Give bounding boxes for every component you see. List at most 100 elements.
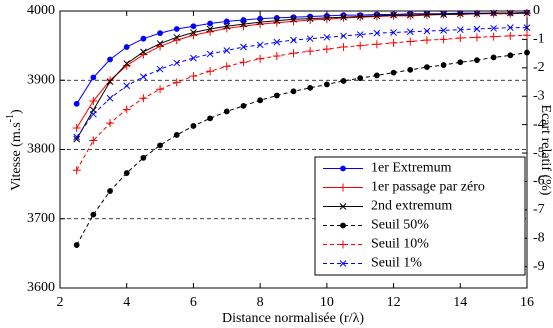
point (90, 211, 97, 218)
point (289, 49, 298, 58)
point (206, 50, 214, 58)
point (290, 88, 297, 95)
point (406, 11, 414, 19)
point (340, 78, 347, 84)
point (322, 15, 331, 24)
point (256, 18, 264, 26)
point (73, 135, 81, 143)
point (339, 203, 347, 210)
y2-tick-label: -5 (533, 145, 545, 160)
point (439, 35, 448, 44)
point (524, 49, 530, 56)
legend-marker (340, 165, 346, 172)
x-tick-label: 16 (520, 295, 534, 310)
legend-marker (339, 260, 347, 267)
x-tick-label: 14 (453, 295, 467, 310)
x-axis-label: Distance normalisée (r/λ) (222, 311, 364, 326)
legend-box (314, 156, 526, 276)
y2-tick-label: -4 (533, 117, 545, 132)
point (340, 32, 347, 40)
y2-tick-label: -2 (533, 60, 545, 75)
point (506, 24, 514, 31)
point (89, 136, 98, 145)
point (490, 9, 497, 17)
y2-axis-label: Ecart relatif (%) (538, 105, 553, 196)
point (240, 43, 247, 51)
point (306, 15, 314, 22)
point (173, 26, 180, 32)
point (373, 29, 381, 37)
point (157, 30, 163, 37)
y2-tick-label: 0 (533, 3, 540, 18)
point (140, 35, 147, 42)
point (456, 10, 464, 18)
y-tick-label: 3800 (27, 142, 55, 157)
point (106, 76, 115, 85)
point (190, 29, 197, 36)
point (273, 17, 281, 25)
point (340, 165, 346, 172)
y-axis-label: Vitesse (m.s-1) (5, 109, 24, 191)
point (107, 56, 113, 63)
point (307, 84, 314, 91)
point (122, 105, 131, 114)
point (389, 38, 398, 47)
legend-marker (340, 222, 346, 229)
point (273, 38, 281, 46)
point (123, 82, 131, 90)
series-line (76, 52, 528, 246)
point (440, 62, 447, 68)
point (156, 40, 164, 47)
y-tick-label: 3600 (27, 280, 55, 295)
point (223, 47, 231, 54)
point (72, 166, 81, 175)
point (173, 132, 180, 138)
point (473, 25, 481, 33)
point (390, 69, 397, 76)
point (339, 183, 347, 192)
point (456, 34, 465, 43)
point (140, 48, 147, 56)
legend-label: 1er passage par zéro (371, 180, 485, 195)
legend-label: Seuil 50% (371, 218, 429, 233)
point (123, 44, 130, 50)
point (173, 33, 181, 41)
point (340, 13, 347, 21)
point (106, 119, 115, 128)
y2-tick-label: -3 (533, 88, 545, 103)
x-tick-label: 10 (320, 295, 334, 310)
legend-label: Seuil 10% (371, 237, 429, 252)
point (123, 170, 130, 176)
point (339, 260, 347, 267)
point (523, 24, 531, 31)
series-line (76, 27, 527, 138)
y2-tick-label: -1 (533, 32, 545, 47)
point (257, 97, 264, 104)
x-tick-label: 12 (387, 295, 401, 310)
point (440, 27, 447, 34)
point (456, 26, 464, 34)
point (157, 142, 163, 149)
point (156, 85, 165, 94)
y2-tick-label: -7 (533, 202, 545, 217)
point (489, 32, 498, 41)
legend-marker (339, 203, 347, 210)
legend-label: Seuil 1% (371, 256, 422, 271)
point (323, 81, 330, 88)
point (357, 75, 364, 82)
y2-tick-label: -9 (533, 259, 545, 274)
point (323, 33, 331, 41)
point (390, 29, 397, 36)
point (440, 11, 447, 18)
y2-tick-label: -8 (533, 231, 545, 246)
point (139, 94, 148, 103)
point (89, 97, 98, 106)
point (140, 154, 147, 161)
point (306, 16, 315, 25)
point (172, 78, 181, 87)
point (506, 31, 515, 40)
series-line (76, 12, 527, 140)
point (356, 41, 365, 50)
x-tick-label: 6 (190, 295, 197, 310)
point (240, 20, 247, 28)
